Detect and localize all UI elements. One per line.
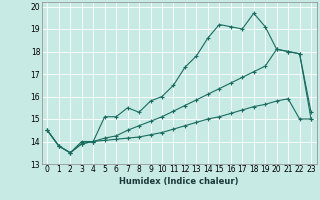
- X-axis label: Humidex (Indice chaleur): Humidex (Indice chaleur): [119, 177, 239, 186]
